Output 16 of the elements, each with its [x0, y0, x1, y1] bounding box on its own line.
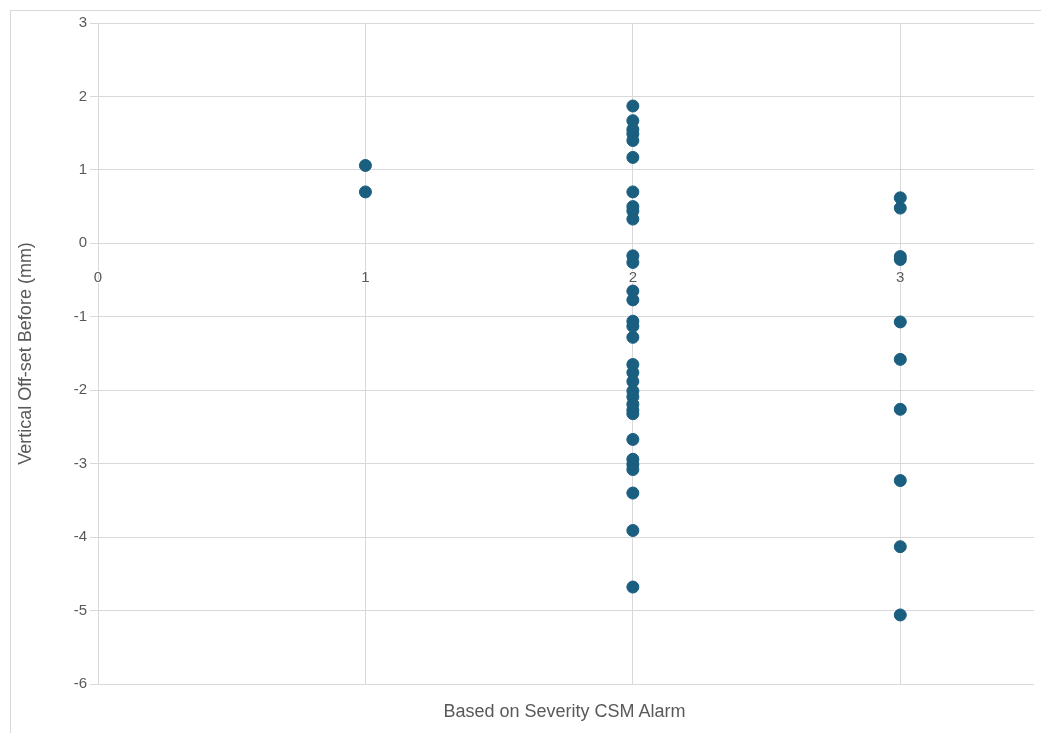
y-axis-title: Vertical Off-set Before (mm): [14, 242, 35, 465]
y-tick-label: 1: [78, 160, 87, 178]
y-tick-label: -1: [73, 306, 87, 324]
y-tick-label: -2: [73, 380, 87, 398]
y-tick-label: 2: [78, 86, 87, 104]
x-axis-title: Based on Severity CSM Alarm: [442, 701, 687, 722]
x-tick-label: 1: [361, 267, 370, 285]
x-tick-label: 3: [896, 267, 905, 285]
y-tick-label: 0: [78, 233, 87, 251]
y-tick-label: 3: [78, 13, 87, 31]
x-tick-label: 0: [93, 267, 103, 285]
y-tick-label: -4: [73, 527, 87, 545]
y-tick-label: -5: [73, 600, 87, 618]
y-tick-label: -6: [73, 674, 87, 692]
y-tick-label: -3: [73, 453, 87, 471]
x-tick-label: 2: [628, 267, 638, 285]
